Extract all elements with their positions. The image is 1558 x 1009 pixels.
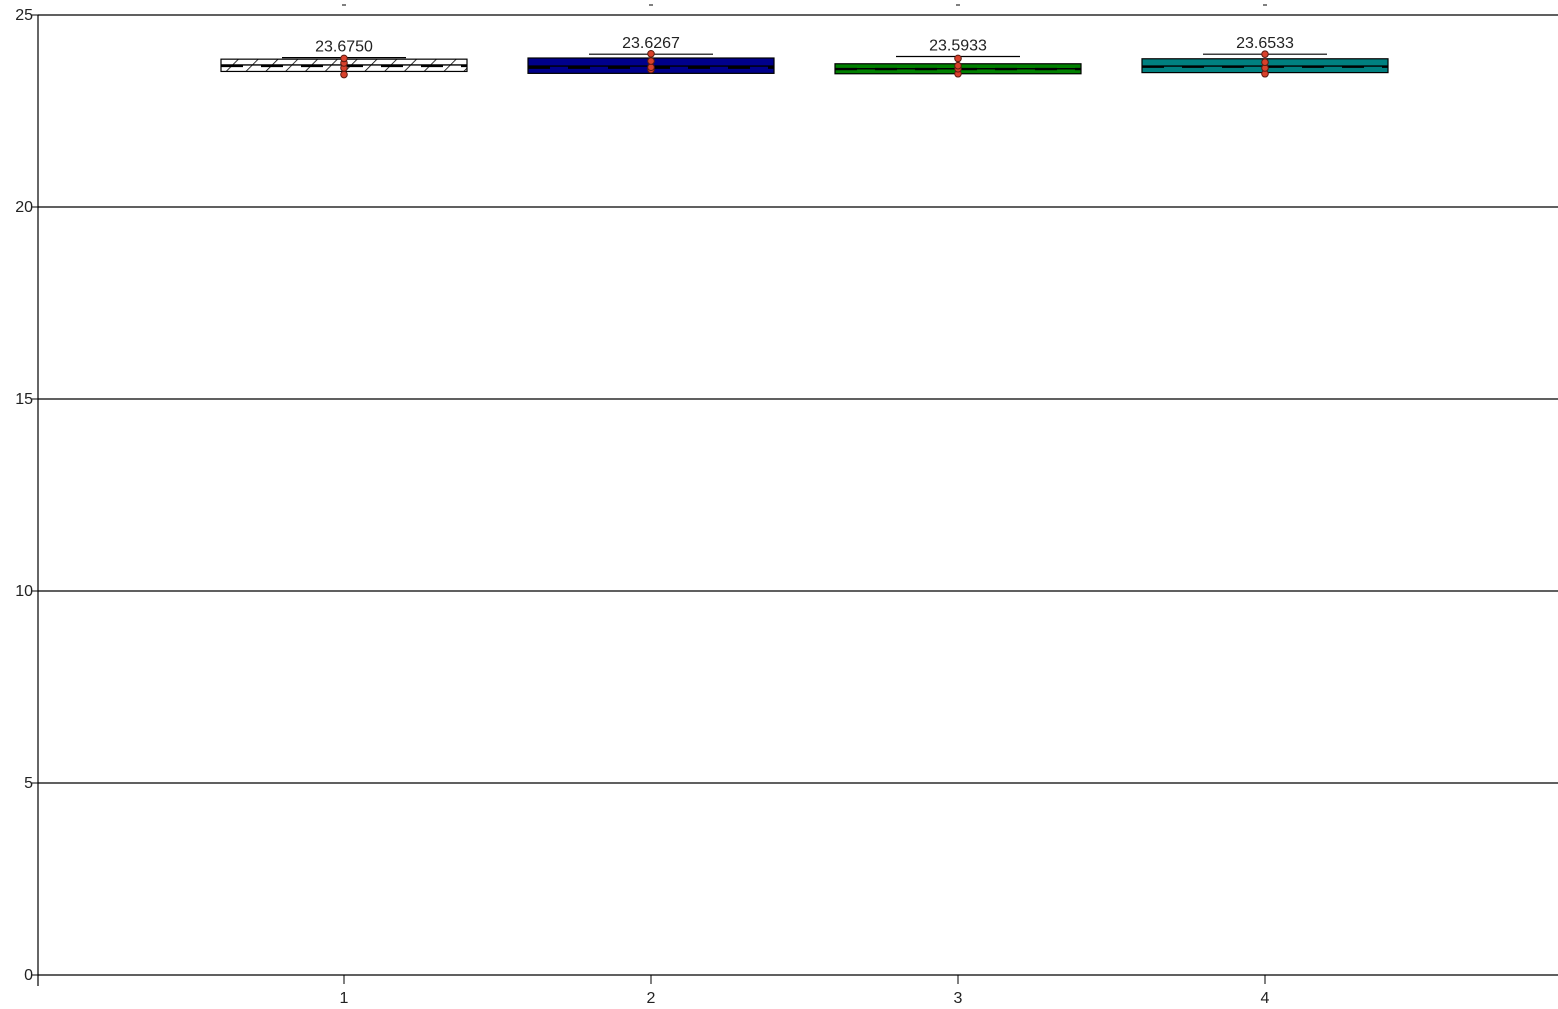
data-point (647, 57, 655, 65)
y-tick-label: 0 (24, 967, 33, 984)
data-point (954, 61, 962, 70)
y-tick-label: 25 (15, 7, 33, 24)
x-tick-label: 2 (647, 990, 656, 1007)
data-point (954, 54, 962, 63)
data-point (340, 54, 348, 63)
x-tick-label: 4 (1261, 990, 1270, 1007)
box-group-3: 23.5933 (834, 37, 1082, 78)
box-value-label: 23.6533 (1236, 35, 1294, 52)
x-tick-label: 3 (954, 990, 963, 1007)
data-point (1261, 58, 1269, 67)
box-value-label: 23.6750 (315, 39, 373, 56)
x-tick-label: 1 (340, 990, 349, 1007)
box-group-4: 23.6533 (1141, 35, 1389, 78)
data-point (647, 63, 655, 72)
box-value-label: 23.5933 (929, 37, 987, 54)
grid-layer (38, 14, 1558, 784)
axes: 0 5 10 15 20 25 1 2 3 4 (15, 4, 1558, 1007)
box-group-1: 23.6750 (220, 39, 468, 79)
y-tick-label: 10 (15, 583, 33, 600)
box-layer: 23.6750 23.6267 23.5933 23.6533 (220, 35, 1389, 79)
y-tick-label: 5 (24, 775, 33, 792)
data-point (647, 49, 655, 58)
y-tick-label: 20 (15, 199, 33, 216)
y-tick-label: 15 (15, 391, 33, 408)
box-value-label: 23.6267 (622, 35, 680, 52)
box-group-2: 23.6267 (527, 35, 775, 74)
data-point (340, 70, 348, 79)
data-point (1261, 50, 1269, 58)
